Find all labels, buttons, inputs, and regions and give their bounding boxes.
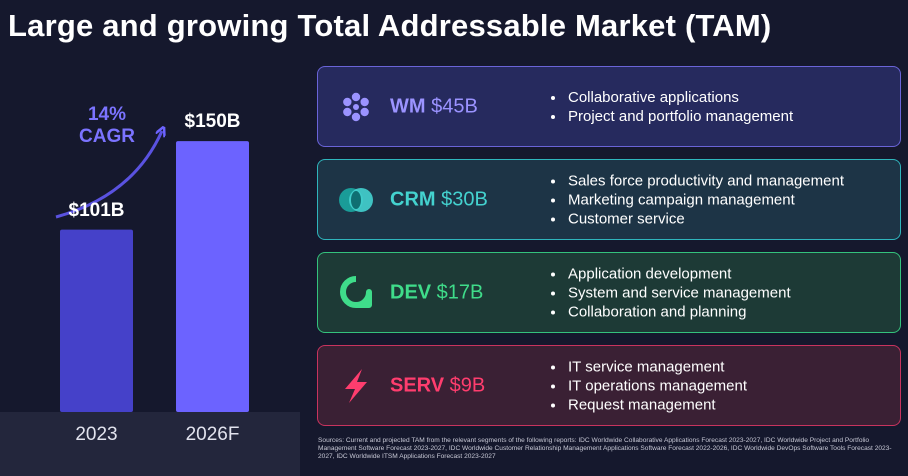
page-title: Large and growing Total Addressable Mark… (8, 8, 772, 43)
bullet-item: IT operations management (566, 376, 747, 395)
segment-card-crm: CRM $30B Sales force productivity and man… (317, 159, 901, 240)
segment-bullets: Sales force productivity and managementM… (546, 171, 844, 228)
value-label-2026f: $150B (184, 111, 241, 133)
chart-svg (55, 0, 249, 412)
bullet-item: IT service management (566, 357, 747, 376)
segment-bullets: Application developmentSystem and servic… (546, 264, 791, 321)
bar-2023 (60, 229, 133, 412)
category-label-2026f: 2026F (185, 424, 240, 445)
cagr-arrow (55, 131, 162, 219)
segment-bullets: Collaborative applicationsProject and po… (546, 88, 793, 126)
segment-code: SERV (390, 374, 445, 396)
bullet-item: Customer service (566, 209, 844, 228)
bullet-item: Project and portfolio management (566, 107, 793, 126)
lightning-icon (336, 366, 376, 406)
flower-icon (336, 87, 376, 127)
segment-name: DEV $17B (390, 281, 483, 304)
segment-name: SERV $9B (390, 374, 485, 397)
segment-card-dev: DEV $17B Application developmentSystem an… (317, 252, 901, 333)
segment-code: WM (390, 95, 426, 117)
dev-loop-icon (336, 273, 376, 313)
axis-strip (0, 412, 300, 476)
bullet-item: Application development (566, 264, 791, 283)
segment-name: CRM $30B (390, 188, 488, 211)
segment-amount: $30B (435, 188, 488, 210)
bullet-item: System and service management (566, 283, 791, 302)
bullet-item: Collaboration and planning (566, 302, 791, 321)
sources-footnote: Sources: Current and projected TAM from … (318, 437, 892, 461)
cagr-annotation: 14% CAGR (62, 104, 152, 148)
crm-overlap-icon (336, 180, 376, 220)
segment-amount: $45B (425, 95, 478, 117)
bullet-item: Sales force productivity and management (566, 171, 844, 190)
cagr-label: CAGR (79, 126, 135, 147)
segment-amount: $17B (431, 281, 484, 303)
cagr-percent: 14% (87, 104, 127, 125)
segment-code: DEV (390, 281, 432, 303)
segment-card-wm: WM $45B Collaborative applicationsProject… (317, 66, 901, 147)
bar-2026f (176, 141, 249, 412)
tam-bar-chart: 14% CAGR $101B 2023 $150B 2026F (0, 0, 310, 476)
bullet-item: Collaborative applications (566, 88, 793, 107)
bullet-item: Marketing campaign management (566, 190, 844, 209)
bullet-item: Request management (566, 395, 747, 414)
segment-bullets: IT service managementIT operations manag… (546, 357, 747, 414)
segment-code: CRM (390, 188, 436, 210)
category-label-2023: 2023 (75, 424, 118, 445)
segment-amount: $9B (444, 374, 486, 396)
segment-card-serv: SERV $9B IT service managementIT operatio… (317, 345, 901, 426)
value-label-2023: $101B (68, 199, 125, 221)
segment-name: WM $45B (390, 95, 478, 118)
